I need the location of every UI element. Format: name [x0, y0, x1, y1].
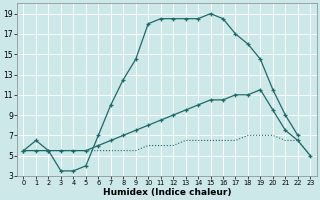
X-axis label: Humidex (Indice chaleur): Humidex (Indice chaleur) — [103, 188, 231, 197]
